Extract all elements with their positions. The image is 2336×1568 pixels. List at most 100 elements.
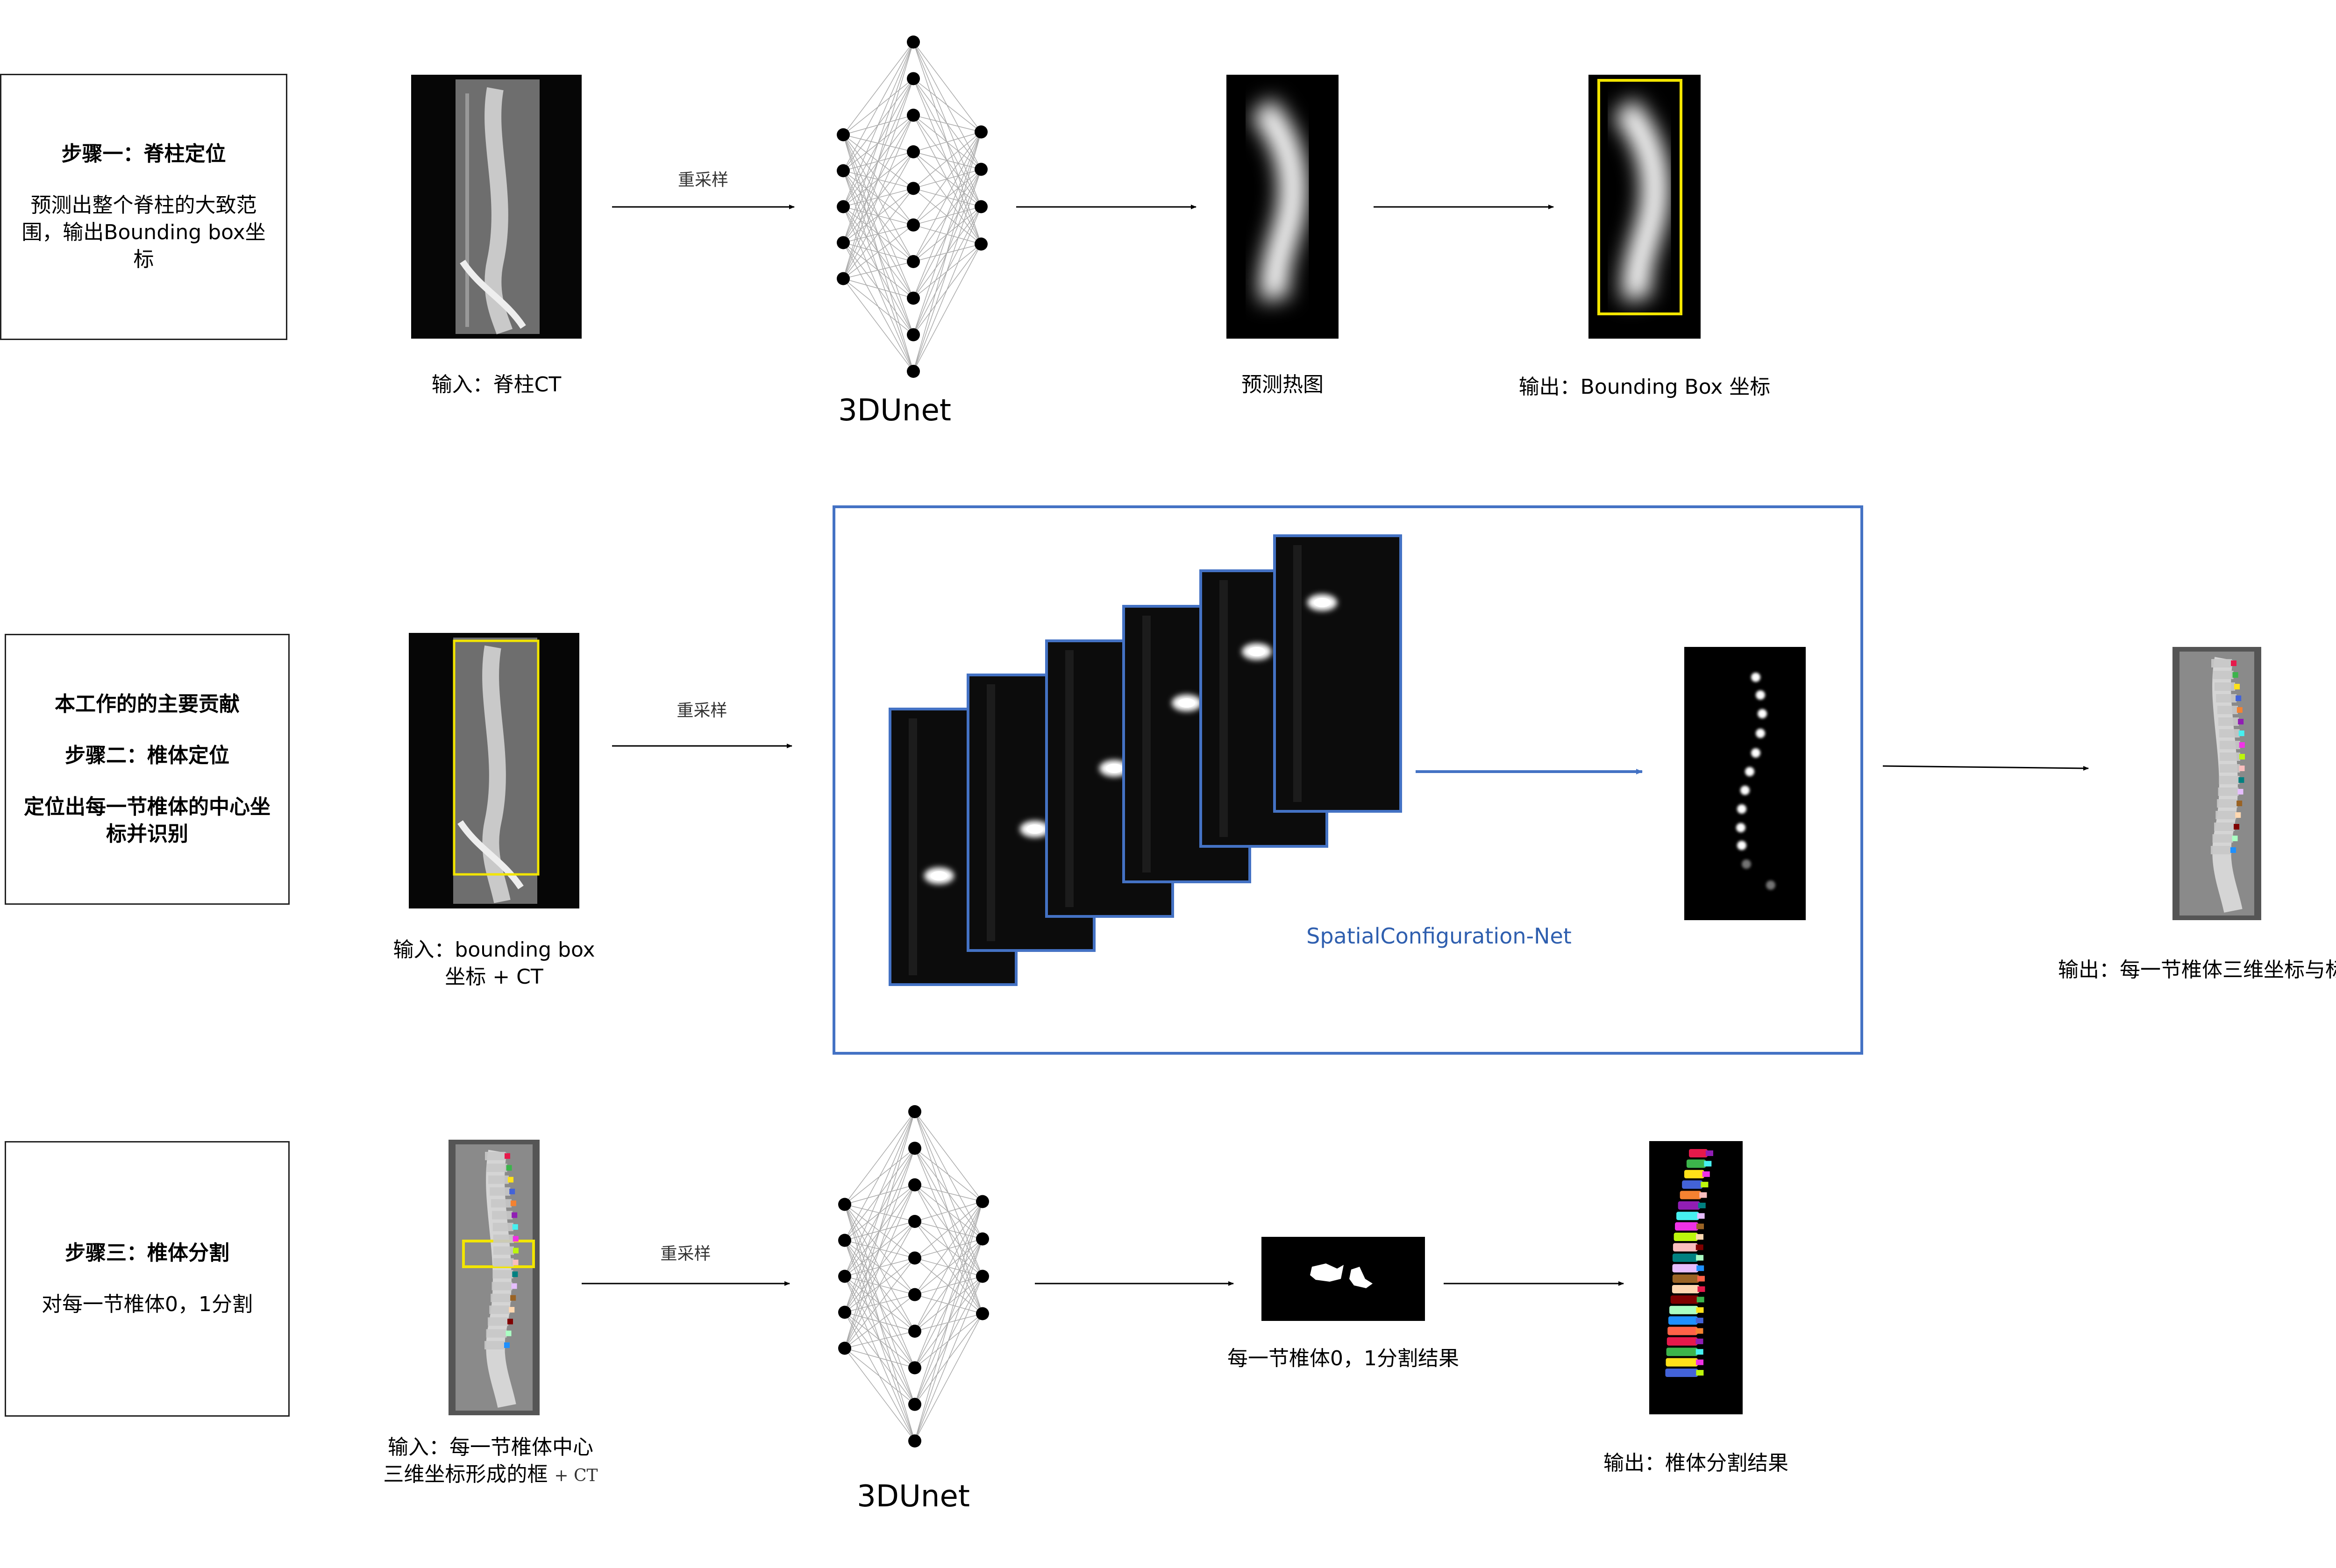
vertebra-label-mark <box>2236 695 2242 701</box>
vertebra-body <box>490 1187 511 1196</box>
ct-sagittal-bbox-image <box>409 633 579 908</box>
vertebra-label-mark <box>2238 777 2244 783</box>
vertebra-segment <box>1674 1233 1698 1242</box>
neural-network-icon <box>837 35 988 378</box>
heatmap-stack-image <box>889 534 1402 986</box>
vertebra-body <box>2219 729 2240 738</box>
vertebra-process <box>1695 1328 1703 1334</box>
step2-input-label-line2: 坐标 + CT <box>445 965 543 989</box>
step2-net-label: SpatialConfiguration-Net <box>1306 923 1572 949</box>
network-node <box>908 1288 921 1301</box>
network-node <box>908 1105 921 1118</box>
network-node <box>837 164 850 177</box>
network-node <box>907 35 920 49</box>
vertebra-segment <box>1672 1284 1700 1293</box>
vertebra-label-mark <box>513 1236 519 1242</box>
vertebra-segment <box>1667 1337 1698 1346</box>
vertebra-process <box>1695 1349 1703 1355</box>
vertebra-body <box>2217 799 2238 808</box>
vertebra-body <box>2210 846 2231 854</box>
vertebra-body <box>492 1211 513 1220</box>
vertebra-body <box>2214 823 2235 831</box>
scn-frame <box>833 505 1863 1055</box>
vertebra-body <box>493 1246 514 1255</box>
vertebra-segment <box>1673 1243 1698 1252</box>
network-node <box>908 1142 921 1155</box>
vertebra-label-mark <box>510 1295 516 1301</box>
vertebra-segment <box>1672 1274 1699 1283</box>
vertebra-body <box>2218 788 2239 796</box>
vertebra-body <box>493 1258 514 1267</box>
vertebra-process <box>1696 1265 1704 1271</box>
network-node <box>838 1341 851 1355</box>
segmentation-mask-image <box>1261 1237 1425 1321</box>
ct-vertebra-box-image <box>449 1140 540 1415</box>
vertebra-label-mark <box>2234 824 2240 830</box>
vertebra-label-mark <box>509 1307 515 1313</box>
arrow-right-icon <box>1882 765 2089 771</box>
vertebra-label-mark <box>512 1271 518 1277</box>
vertebra-body <box>488 1175 509 1184</box>
colored-segmentation-image <box>1649 1141 1743 1414</box>
network-node <box>975 200 988 213</box>
vertebra-body <box>2219 764 2240 773</box>
vertebra-segment <box>1666 1348 1698 1356</box>
vertebra-label-mark <box>2234 684 2240 689</box>
step3-net-label: 3DUnet <box>857 1479 970 1514</box>
vertebra-process <box>1695 1318 1703 1324</box>
vertebra-segment <box>1669 1305 1698 1314</box>
vertebra-body <box>2219 741 2240 749</box>
network-node <box>838 1234 851 1247</box>
vertebra-process <box>1697 1286 1705 1292</box>
vertebra-body <box>2217 706 2238 714</box>
network-node <box>838 1305 851 1319</box>
vertebra-label-mark <box>2236 801 2243 806</box>
step2-input-label-line1: 输入：bounding box <box>393 938 595 962</box>
vertebra-body <box>489 1305 510 1314</box>
vertebra-body <box>2219 776 2240 784</box>
landmark-point <box>1751 673 1760 682</box>
step1-desc: 预测出整个脊柱的大致范围，输出Bounding box坐标 <box>21 193 266 271</box>
step3-desc: 对每一节椎体0，1分割 <box>42 1292 253 1316</box>
vertebra-segment <box>1678 1201 1700 1210</box>
network-node <box>837 272 850 285</box>
network-node <box>907 291 920 305</box>
vertebra-body <box>2211 659 2232 667</box>
vertebra-segment <box>1672 1264 1699 1273</box>
vertebra-process <box>1696 1307 1704 1313</box>
vertebra-segment <box>1680 1191 1702 1199</box>
vertebra-label-mark <box>2239 754 2245 759</box>
step3-input-label-suffix: + CT <box>554 1466 598 1485</box>
step2-contribution: 本工作的的主要贡献 <box>55 692 240 716</box>
vertebra-label-mark <box>508 1177 514 1183</box>
vertebra-label-mark <box>2231 660 2236 666</box>
step1-box: 步骤一：脊柱定位 预测出整个脊柱的大致范围，输出Bounding box坐标 <box>0 74 287 340</box>
vertebra-process <box>1702 1171 1710 1177</box>
vertebra-segment <box>1689 1149 1708 1157</box>
network-node <box>975 163 988 176</box>
vertebra-label-mark <box>504 1342 510 1348</box>
network-node <box>907 145 920 158</box>
step3-box: 步骤三：椎体分割 对每一节椎体0，1分割 <box>5 1141 290 1417</box>
vertebra-label-mark <box>507 1319 513 1325</box>
vertebra-segment <box>1684 1170 1704 1178</box>
vertebra-label-mark <box>2238 731 2244 736</box>
vertebra-process <box>1696 1234 1704 1240</box>
network-node <box>907 255 920 268</box>
vertebra-segment <box>1675 1222 1699 1231</box>
vertebra-process <box>1697 1213 1705 1219</box>
vertebra-body <box>2219 752 2240 761</box>
vertebra-label-mark <box>505 1153 510 1159</box>
vertebra-process <box>1704 1161 1712 1167</box>
step2-resample-label: 重采样 <box>677 701 727 720</box>
vertebra-segment <box>1668 1316 1698 1325</box>
vertebra-segment <box>1672 1253 1698 1262</box>
ct-sagittal-image <box>411 75 582 339</box>
step1-heatmap-label: 预测热图 <box>1241 373 1324 397</box>
step1-title: 步骤一：脊柱定位 <box>61 142 226 166</box>
network-node <box>976 1232 989 1246</box>
vertebra-body <box>486 1164 507 1172</box>
network-node <box>908 1325 921 1338</box>
vertebra-label-mark <box>506 1330 512 1336</box>
step2-output-label: 输出：每一节椎体三维坐标与标签 <box>2058 958 2336 982</box>
